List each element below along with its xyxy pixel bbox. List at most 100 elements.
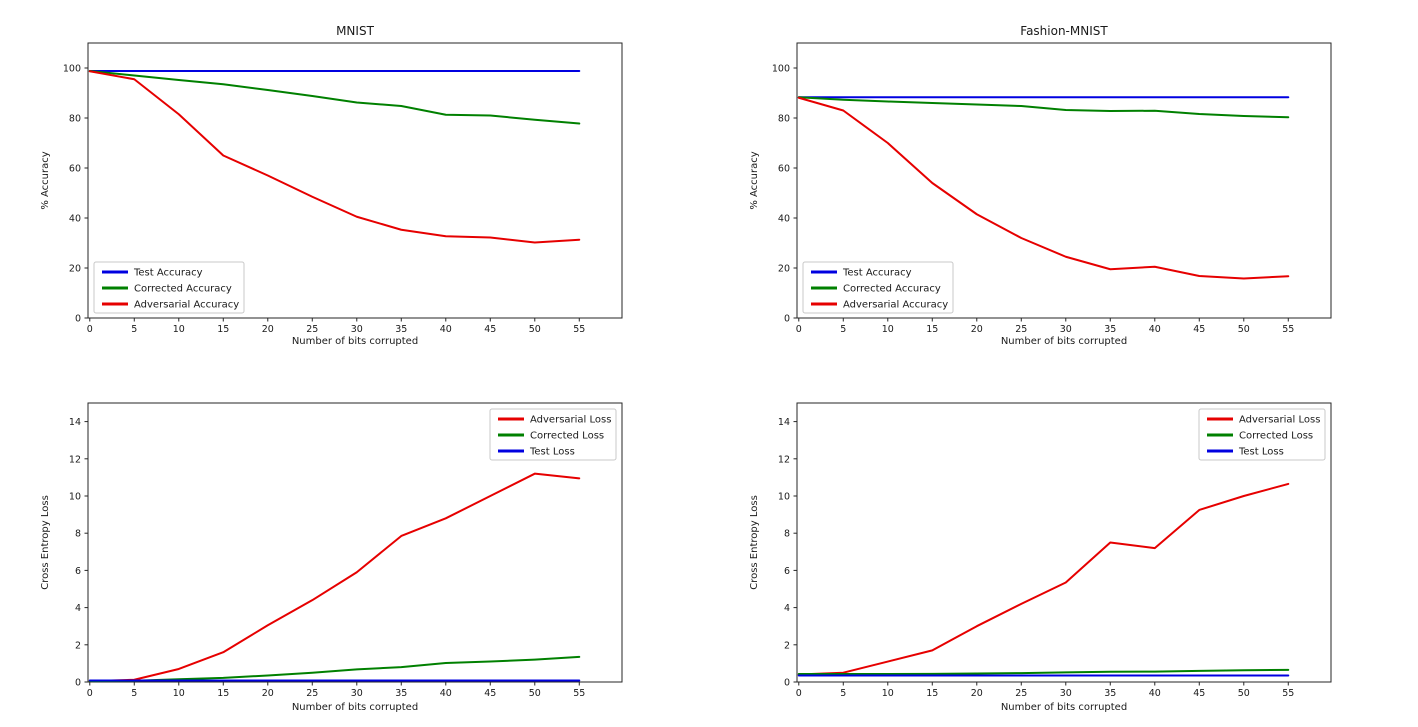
chart-title: MNIST <box>336 24 374 38</box>
y-axis-label: % Accuracy <box>40 151 51 209</box>
x-tick-label: 5 <box>840 324 846 335</box>
x-tick-label: 45 <box>484 324 496 335</box>
adversarial-line <box>797 96 1290 280</box>
x-tick-label: 5 <box>840 688 846 699</box>
fashion-mnist-accuracy-plot: 0 5 10 15 20 25 30 35 40 45 50 55 0 20 40 60 80 100 Fashio… <box>749 24 1332 347</box>
x-tick-label: 50 <box>529 324 541 335</box>
x-tick-label: 50 <box>529 688 541 699</box>
legend-corrected-label: Corrected Loss <box>1239 431 1313 442</box>
x-tick-label: 10 <box>173 688 185 699</box>
x-axis-label: Number of bits corrupted <box>1001 702 1127 713</box>
adversarial-line <box>88 70 581 244</box>
x-tick-label: 40 <box>440 324 452 335</box>
x-tick-label: 45 <box>1193 688 1205 699</box>
chart-fashion-mnist-accuracy: 0 5 10 15 20 25 30 35 40 45 50 55 0 20 40 60 80 100 Fashio… <box>709 0 1418 363</box>
axes-frame <box>796 42 1332 319</box>
x-tick-label: 50 <box>1238 688 1250 699</box>
x-tick-label: 0 <box>87 688 93 699</box>
x-axis-label: Number of bits corrupted <box>292 336 418 347</box>
mnist-loss-plot: 0 5 10 15 20 25 30 35 40 45 50 55 0 2 4 6 8 10 12 14 Number … <box>40 402 623 713</box>
y-tick-label: 6 <box>75 566 81 577</box>
y-tick-label: 20 <box>69 264 81 275</box>
x-tick-label: 10 <box>173 324 185 335</box>
x-tick-label: 10 <box>882 688 894 699</box>
y-tick-label: 8 <box>75 529 81 540</box>
x-tick-label: 20 <box>971 324 983 335</box>
chart-mnist-accuracy: 0 5 10 15 20 25 30 35 40 45 50 55 0 20 40 60 80 100 MNIST N… <box>0 0 709 363</box>
x-tick-label: 15 <box>926 688 938 699</box>
y-tick-label: 100 <box>772 64 790 75</box>
y-tick-label: 2 <box>75 640 81 651</box>
x-tick-label: 0 <box>796 324 802 335</box>
axes-frame <box>796 402 1332 683</box>
fashion-mnist-loss-plot: 0 5 10 15 20 25 30 35 40 45 50 55 0 2 4 6 8 10 12 14 Number … <box>749 402 1332 713</box>
legend: Adversarial Loss Corrected Loss Test Loss <box>489 408 617 461</box>
y-tick-label: 0 <box>75 314 81 325</box>
y-tick-label: 10 <box>778 492 790 503</box>
y-tick-label: 60 <box>778 164 790 175</box>
chart-fashion-mnist-loss: 0 5 10 15 20 25 30 35 40 45 50 55 0 2 4 6 8 10 12 14 Number … <box>709 363 1418 727</box>
y-tick-label: 40 <box>778 214 790 225</box>
x-axis-label: Number of bits corrupted <box>1001 336 1127 347</box>
legend-adversarial-label: Adversarial Accuracy <box>134 300 239 311</box>
legend-box <box>489 408 617 461</box>
legend-test-label: Test Loss <box>529 447 575 458</box>
x-tick-label: 25 <box>306 688 318 699</box>
mnist-accuracy-plot: 0 5 10 15 20 25 30 35 40 45 50 55 0 20 40 60 80 100 MNIST N… <box>40 24 623 347</box>
y-tick-label: 0 <box>75 678 81 689</box>
legend-box <box>802 261 954 314</box>
y-tick-label: 12 <box>69 454 81 465</box>
y-tick-label: 6 <box>784 566 790 577</box>
x-tick-label: 25 <box>1015 324 1027 335</box>
chart-mnist-loss: 0 5 10 15 20 25 30 35 40 45 50 55 0 2 4 6 8 10 12 14 Number … <box>0 363 709 727</box>
legend-test-label: Test Accuracy <box>133 268 203 279</box>
adversarial-line <box>797 482 1290 676</box>
x-tick-label: 30 <box>1060 688 1072 699</box>
y-tick-label: 14 <box>69 417 81 428</box>
y-tick-label: 0 <box>784 678 790 689</box>
y-axis-label: % Accuracy <box>749 151 760 209</box>
x-tick-label: 20 <box>262 688 274 699</box>
x-tick-label: 40 <box>440 688 452 699</box>
y-tick-label: 80 <box>69 114 81 125</box>
legend-test-label: Test Loss <box>1238 447 1284 458</box>
x-tick-label: 0 <box>87 324 93 335</box>
y-tick-label: 8 <box>784 529 790 540</box>
y-tick-label: 4 <box>75 603 81 614</box>
x-tick-label: 55 <box>1282 324 1294 335</box>
x-tick-label: 0 <box>796 688 802 699</box>
x-tick-label: 30 <box>1060 324 1072 335</box>
x-tick-label: 25 <box>306 324 318 335</box>
legend-adversarial-label: Adversarial Loss <box>530 415 611 426</box>
y-tick-label: 80 <box>778 114 790 125</box>
legend-test-label: Test Accuracy <box>842 268 912 279</box>
x-tick-label: 35 <box>1104 688 1116 699</box>
x-axis-label: Number of bits corrupted <box>292 702 418 713</box>
x-tick-label: 25 <box>1015 688 1027 699</box>
y-tick-label: 20 <box>778 264 790 275</box>
legend-corrected-label: Corrected Accuracy <box>843 284 941 295</box>
corrected-line <box>797 96 1290 119</box>
x-tick-label: 45 <box>484 688 496 699</box>
axes-frame <box>87 402 623 683</box>
x-tick-label: 15 <box>217 324 229 335</box>
y-axis-label: Cross Entropy Loss <box>40 495 51 590</box>
y-tick-label: 4 <box>784 603 790 614</box>
x-tick-label: 35 <box>395 688 407 699</box>
x-tick-label: 10 <box>882 324 894 335</box>
x-tick-label: 20 <box>262 324 274 335</box>
adversarial-line <box>88 472 581 683</box>
x-tick-label: 15 <box>217 688 229 699</box>
x-tick-label: 55 <box>1282 688 1294 699</box>
y-tick-label: 0 <box>784 314 790 325</box>
y-axis-label: Cross Entropy Loss <box>749 495 760 590</box>
x-tick-label: 50 <box>1238 324 1250 335</box>
legend: Test Accuracy Corrected Accuracy Adversari… <box>93 261 245 314</box>
y-tick-label: 2 <box>784 640 790 651</box>
x-tick-label: 35 <box>395 324 407 335</box>
x-tick-label: 35 <box>1104 324 1116 335</box>
legend-adversarial-label: Adversarial Accuracy <box>843 300 948 311</box>
corrected-line <box>797 668 1290 675</box>
x-tick-label: 15 <box>926 324 938 335</box>
